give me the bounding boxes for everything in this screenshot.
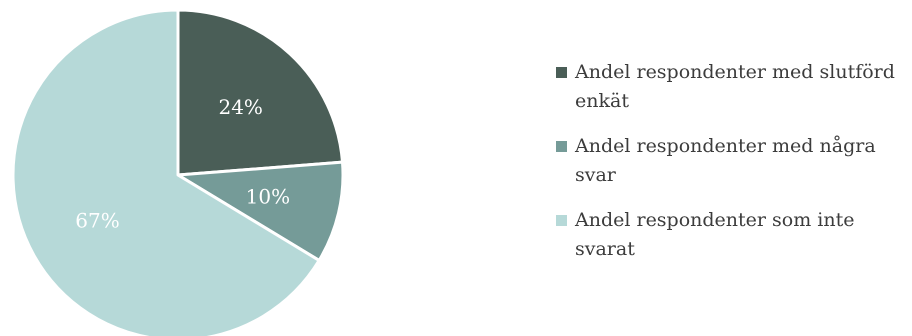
pie-label-partial: 10% xyxy=(246,184,290,208)
legend-swatch-partial xyxy=(556,141,567,152)
legend-item-completed: Andel respondenter med slutförd enkät xyxy=(556,58,906,116)
legend-swatch-completed xyxy=(556,67,567,78)
legend-label-completed: Andel respondenter med slutförd enkät xyxy=(575,61,895,112)
pie-slice-completed xyxy=(176,8,345,177)
legend-label-no-response: Andel respondenter som inte svarat xyxy=(575,209,855,260)
pie-slice-no-response xyxy=(11,8,321,336)
legend: Andel respondenter med slutförd enkät An… xyxy=(556,58,906,280)
legend-swatch-no-response xyxy=(556,215,567,226)
pie-label-completed: 24% xyxy=(218,95,262,119)
pie-slices xyxy=(11,8,345,336)
pie-slice-labels: 24% 10% 67% xyxy=(75,95,290,232)
legend-label-partial: Andel respondenter med några svar xyxy=(575,135,876,186)
pie-label-no-response: 67% xyxy=(75,208,119,232)
legend-item-partial: Andel respondenter med några svar xyxy=(556,132,906,190)
pie-slice-partial xyxy=(176,160,345,262)
legend-item-no-response: Andel respondenter som inte svarat xyxy=(556,206,906,264)
